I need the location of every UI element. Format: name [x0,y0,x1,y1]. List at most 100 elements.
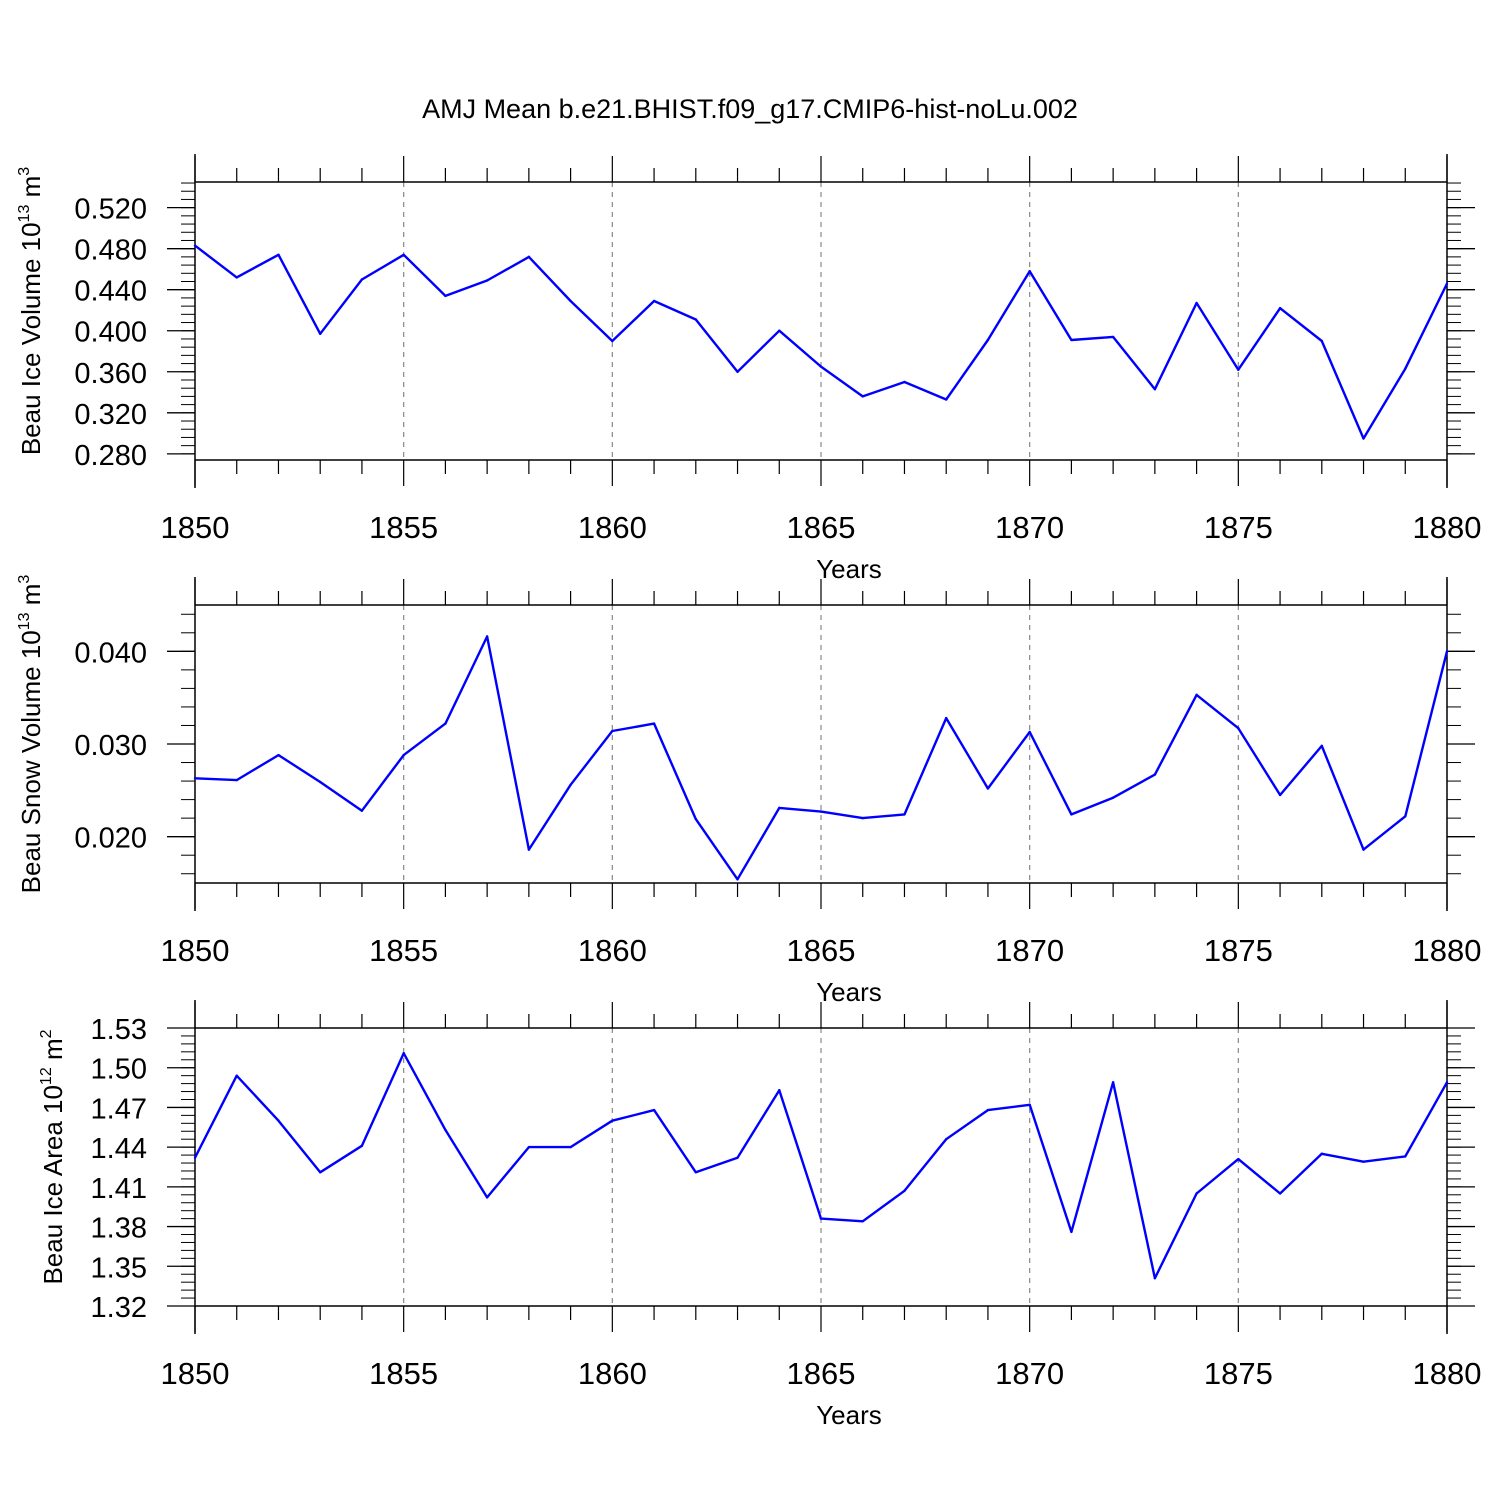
data-point [485,279,489,282]
data-point [1195,301,1198,305]
data-point [736,878,739,881]
x-tick-label: 1870 [995,933,1064,968]
y-tick-label: 0.280 [74,440,147,472]
data-point [611,1119,614,1122]
data-point [778,329,781,332]
data-point [235,1074,238,1077]
x-axis-label: Years [816,1400,882,1430]
x-tick-label: 1870 [995,1356,1064,1391]
data-point [1153,773,1157,776]
data-point [360,1144,364,1148]
y-tick-label: 0.440 [74,276,147,308]
data-point [360,809,364,812]
x-axis-label: Years [816,977,882,1007]
y-axis-label-unit: m [16,176,46,205]
y-tick-label: 1.38 [91,1213,147,1245]
data-point [945,716,948,720]
data-point [611,729,614,733]
y-tick-label: 0.520 [74,194,147,226]
data-point [819,810,823,813]
data-point [1070,813,1073,816]
data-point [527,1145,531,1149]
x-axis-label: Years [816,554,882,584]
chart-panel-1: 0.280 0.320 0.360 0.400 0.440 0.480 0.520 1850 1… [16,154,1481,584]
x-tick-label: 1855 [369,510,438,545]
data-point [736,1156,739,1159]
data-point [1111,796,1115,799]
y-axis-label-exponent: 13 [16,612,33,630]
y-tick-label: 1.35 [91,1252,147,1284]
data-point [1362,437,1365,440]
data-point [319,1171,322,1174]
chart-panel-2: 0.020 0.030 0.040 1850 1855 1860 1865 1870 1875 1… [16,575,1481,1007]
data-point [778,806,781,810]
x-tick-label: 1850 [161,510,230,545]
x-tick-label: 1880 [1413,510,1482,545]
data-point [1404,1155,1407,1158]
data-point [819,1217,823,1220]
y-axis-label-exponent: 13 [16,205,33,223]
data-point [1237,1157,1240,1161]
data-point [694,817,697,821]
x-tick-label: 1875 [1204,933,1273,968]
y-tick-label: 0.030 [74,730,147,762]
data-point [1195,1192,1198,1195]
y-tick-label: 1.41 [91,1173,147,1205]
y-axis-label-unit: m [16,584,46,613]
data-point [1070,338,1073,342]
x-tick-label: 1860 [578,510,647,545]
y-axis-label-unit-exponent: 2 [38,1029,55,1038]
data-point [1028,730,1031,734]
figure-title: AMJ Mean b.e21.BHIST.f09_g17.CMIP6-hist-… [422,94,1078,124]
data-point [444,722,447,725]
data-point [1445,650,1449,653]
data-point [1111,335,1115,339]
data-point [319,780,322,784]
data-point [235,778,238,782]
data-point [986,338,990,342]
data-point [652,722,656,725]
y-axis-label-text: Beau Ice Area 10 [38,1085,68,1284]
x-tick-label: 1880 [1413,933,1482,968]
data-point [193,244,197,247]
data-point [945,1138,948,1141]
data-point [527,848,531,851]
data-point [319,332,322,336]
data-point [1278,1192,1282,1195]
data-point [1070,1230,1073,1234]
x-tick-label: 1850 [161,933,230,968]
y-tick-label: 1.47 [91,1093,147,1125]
data-point [402,1051,405,1055]
y-axis-label: Beau Ice Area 1012 m2 [38,1029,68,1284]
y-axis-label-unit: m [38,1038,68,1067]
data-point [1237,368,1240,371]
y-axis-label-text: Beau Ice Volume 10 [16,222,46,455]
data-point [1362,848,1365,851]
data-point [1445,1081,1449,1084]
data-point [986,1108,990,1112]
x-tick-label: 1875 [1204,1356,1273,1391]
data-point [527,255,531,259]
y-tick-label: 0.040 [74,637,147,669]
data-point [444,294,447,298]
data-point [1320,1152,1324,1155]
data-point [1028,1103,1031,1106]
x-tick-label: 1855 [369,1356,438,1391]
data-point [694,1171,697,1174]
data-point [903,380,906,384]
chart-panel-3: 1.32 1.35 1.38 1.41 1.44 1.47 1.50 1.53 1850 1855… [38,1000,1481,1430]
data-point [485,1196,489,1199]
y-tick-label: 1.44 [91,1133,147,1165]
data-point [235,276,238,279]
x-tick-label: 1865 [787,1356,856,1391]
y-tick-label: 0.360 [74,358,147,390]
data-point [819,365,823,368]
data-point [485,635,489,638]
x-tick-label: 1865 [787,933,856,968]
data-point [694,318,697,321]
y-tick-label: 1.32 [91,1292,147,1324]
data-point [1278,306,1282,310]
